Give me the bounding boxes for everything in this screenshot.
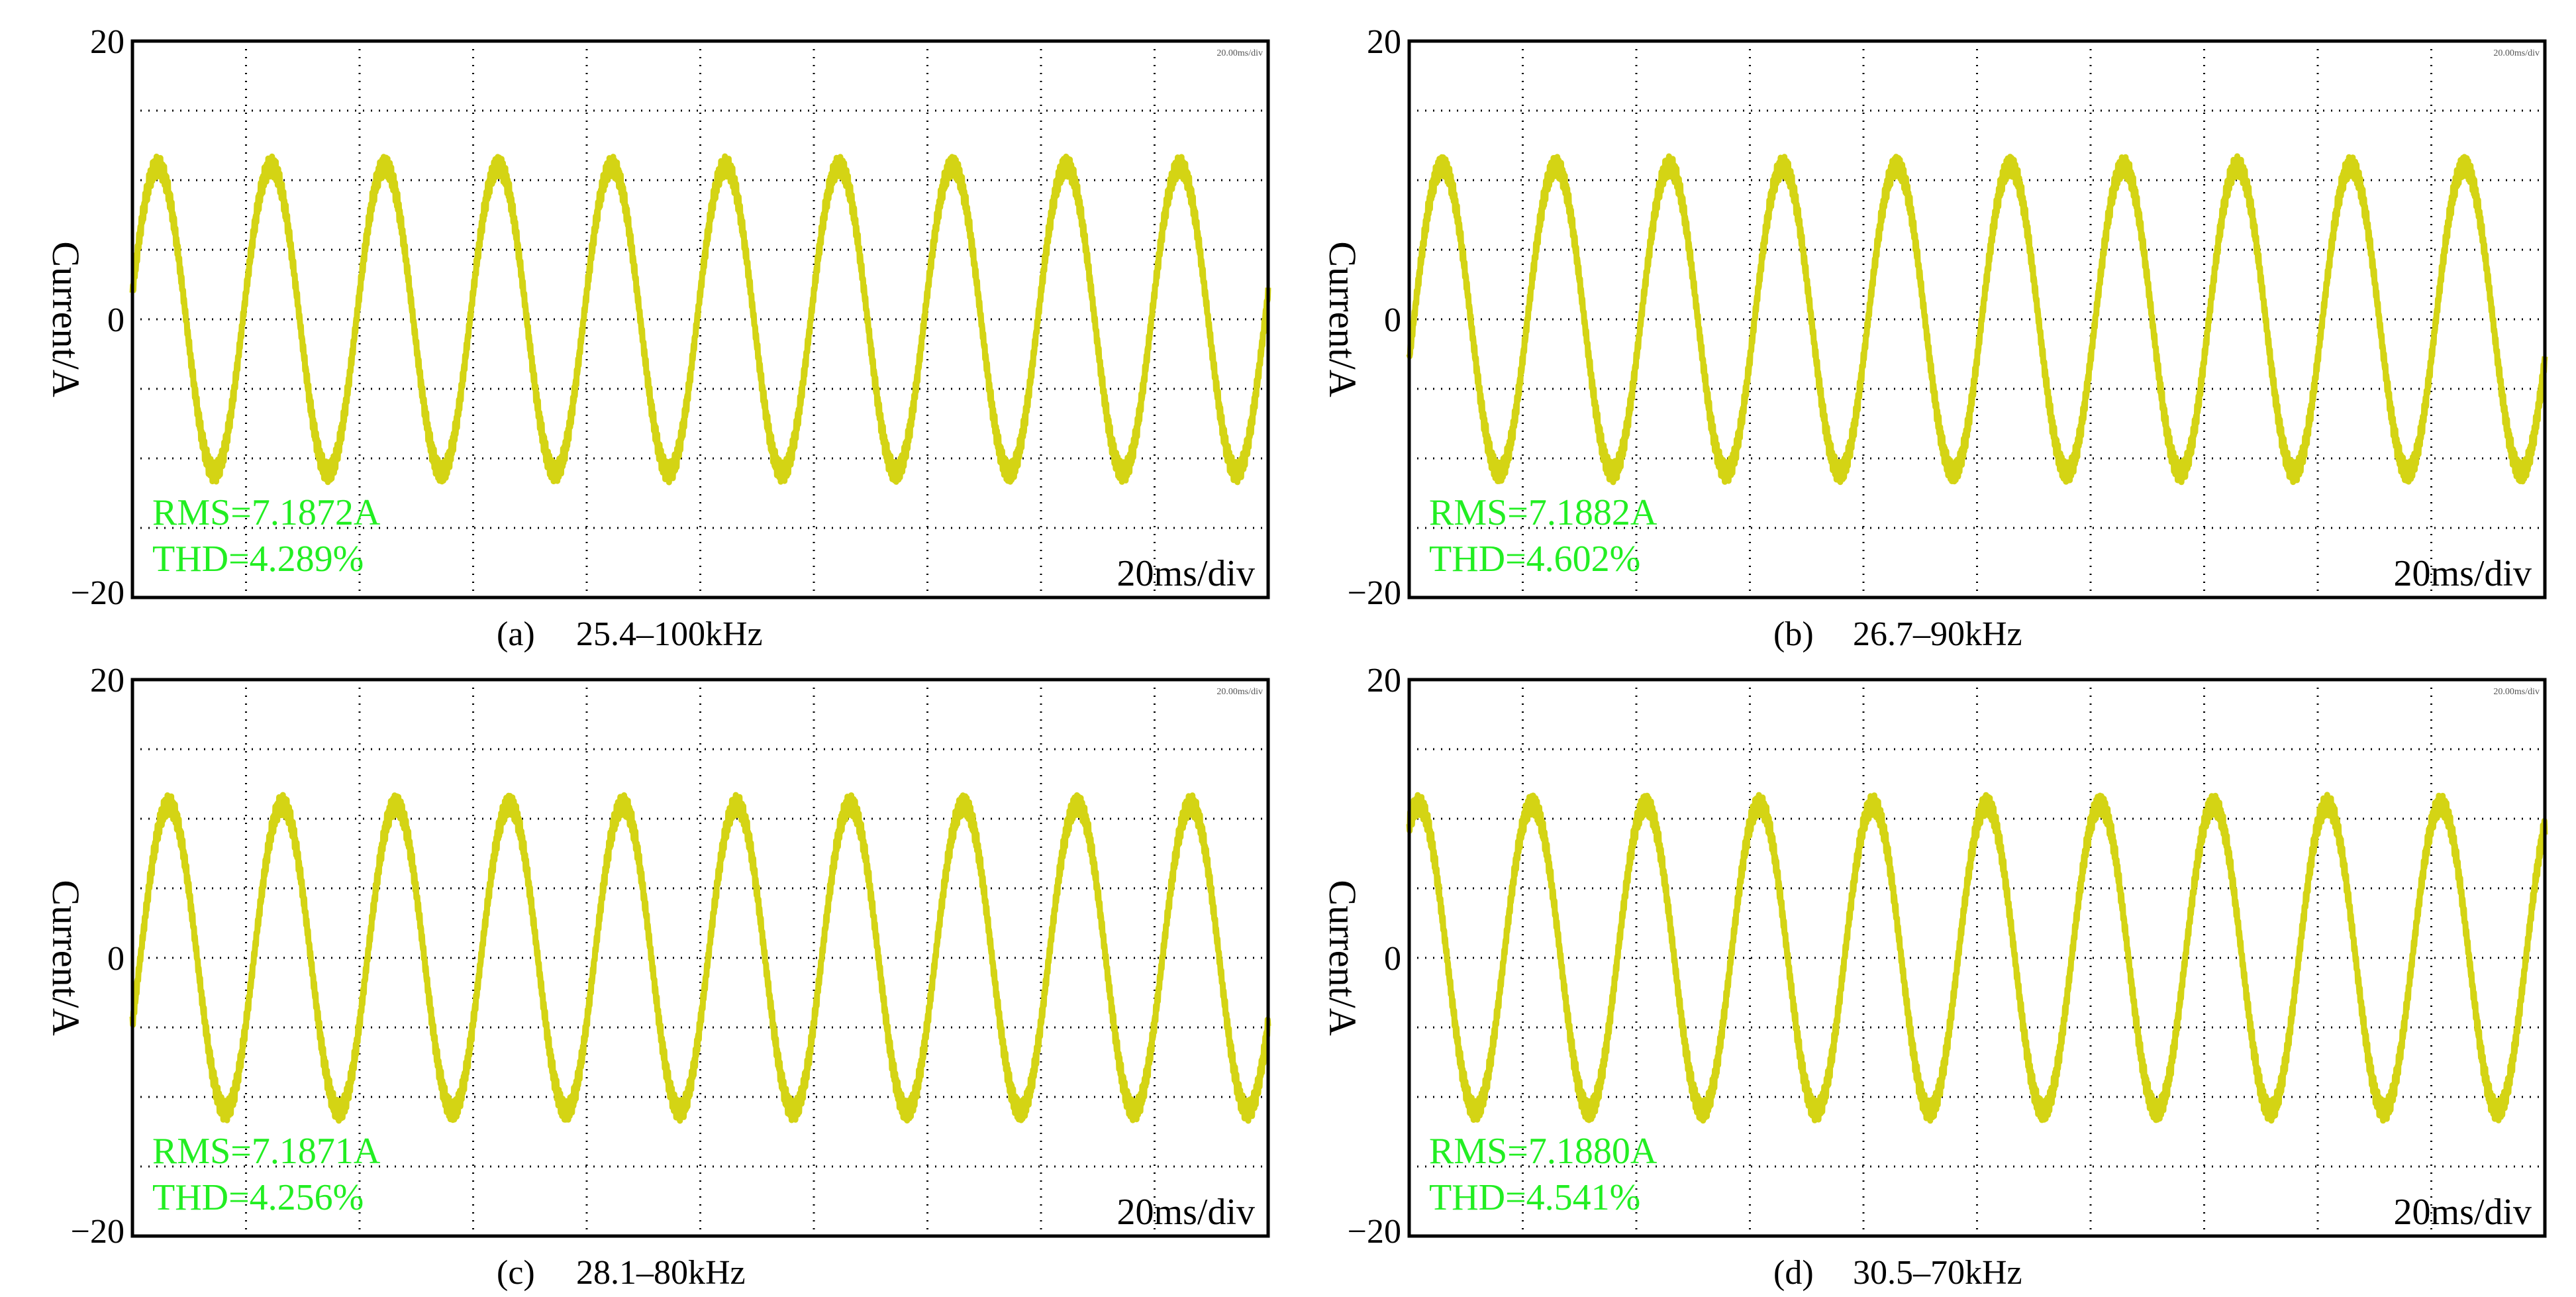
y-axis-label: Current/A [44,880,87,1035]
y-tick-label: −20 [71,1213,124,1251]
y-axis-label: Current/A [44,241,87,397]
caption-text: 30.5–70kHz [1853,1254,2022,1292]
caption-label: (b) [1773,615,1814,653]
current-waveform [1406,153,2548,486]
plot-frame [1407,678,2547,1238]
y-tick-label: 0 [1384,301,1401,339]
y-tick-label: 20 [90,662,124,700]
y-tick-label: 20 [90,23,124,61]
plot-frame [130,678,1270,1238]
y-tick-label: −20 [71,574,124,612]
rms-annotation: RMS=7.1872A [152,492,381,533]
timebase-label: 20ms/div [2394,1192,2532,1233]
caption-label: (a) [497,615,535,653]
y-tick-label: 0 [107,940,124,978]
scope-timebase-tag: 20.00ms/div [1216,687,1263,697]
current-waveform [1406,792,2548,1124]
scope-timebase-tag: 20.00ms/div [2493,687,2540,697]
caption-label: (d) [1773,1254,1814,1292]
panel-d: 20 0 −20 Current/A 20.00ms/div RMS=7.1880A THD… [1321,662,2548,1292]
current-waveform [129,153,1271,486]
panel-c: 20 0 −20 Current/A 20.00ms/div RMS=7.1871A THD… [44,662,1271,1292]
caption-label: (c) [497,1254,535,1292]
caption-text: 25.4–100kHz [576,615,763,653]
plot-frame [130,39,1270,599]
y-axis-label: Current/A [1321,241,1364,397]
rms-annotation: RMS=7.1882A [1429,492,1658,533]
y-tick-label: 0 [107,301,124,339]
rms-annotation: RMS=7.1880A [1429,1131,1658,1172]
caption-text: 28.1–80kHz [576,1254,746,1292]
y-axis-label: Current/A [1321,880,1364,1035]
y-tick-label: 20 [1367,23,1401,61]
timebase-label: 20ms/div [1117,1192,1255,1233]
timebase-label: 20ms/div [1117,553,1255,594]
y-tick-label: 0 [1384,940,1401,978]
rms-annotation: RMS=7.1871A [152,1131,381,1172]
thd-annotation: THD=4.541% [1429,1177,1640,1218]
scope-timebase-tag: 20.00ms/div [2493,48,2540,58]
panel-a: 20 0 −20 Current/A 20.00ms/div RMS=7.1872A THD… [44,23,1271,653]
scope-timebase-tag: 20.00ms/div [1216,48,1263,58]
plot-frame [1407,39,2547,599]
y-tick-label: −20 [1348,1213,1401,1251]
y-tick-label: 20 [1367,662,1401,700]
current-waveform [129,792,1271,1124]
panel-b: 20 0 −20 Current/A 20.00ms/div RMS=7.1882A THD… [1321,23,2548,653]
thd-annotation: THD=4.256% [152,1177,364,1218]
timebase-label: 20ms/div [2394,553,2532,594]
caption-text: 26.7–90kHz [1853,615,2022,653]
thd-annotation: THD=4.602% [1429,539,1640,580]
y-tick-label: −20 [1348,574,1401,612]
thd-annotation: THD=4.289% [152,539,364,580]
